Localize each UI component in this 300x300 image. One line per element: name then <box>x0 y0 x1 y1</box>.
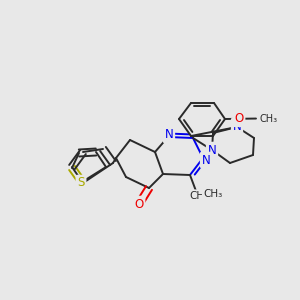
Text: O: O <box>134 197 144 211</box>
Text: O: O <box>234 112 244 125</box>
Text: S: S <box>77 176 85 190</box>
Text: CH₃: CH₃ <box>260 113 278 124</box>
Text: N: N <box>202 154 210 166</box>
Text: CH₃: CH₃ <box>203 189 222 199</box>
Text: N: N <box>208 143 216 157</box>
Text: N: N <box>165 128 173 142</box>
Text: CH₃: CH₃ <box>189 191 208 201</box>
Text: N: N <box>232 119 242 133</box>
